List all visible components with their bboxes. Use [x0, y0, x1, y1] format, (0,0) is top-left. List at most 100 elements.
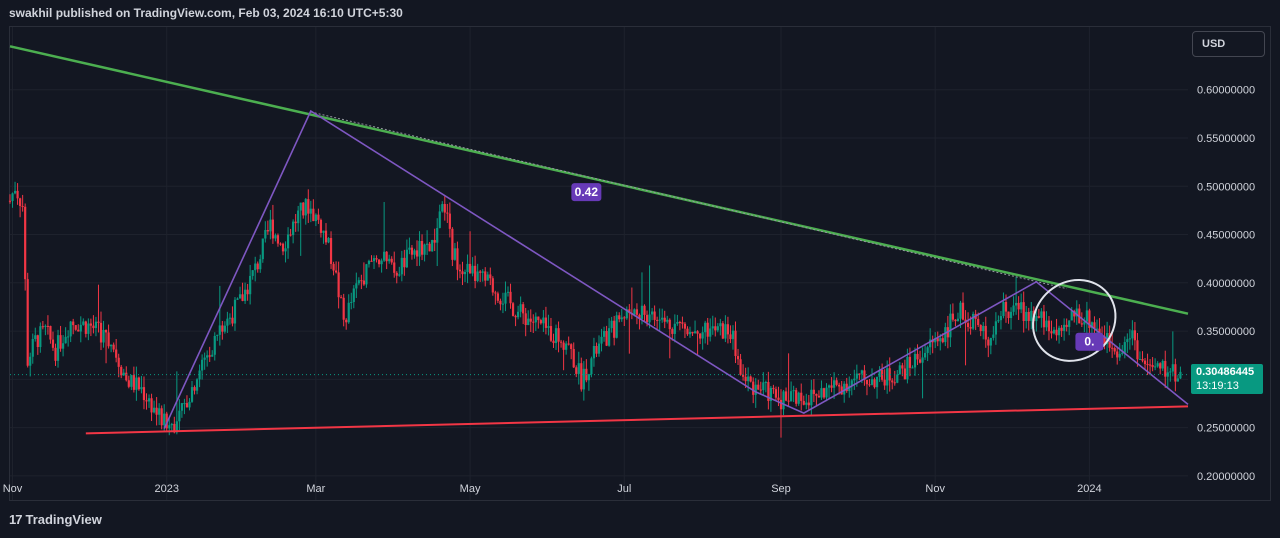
y-tick-label: 0.20000000 — [1197, 471, 1255, 483]
candle-body — [264, 230, 267, 239]
candle-body — [966, 323, 970, 328]
candle-body — [24, 206, 27, 280]
candle-body — [893, 382, 896, 384]
candle-body — [673, 323, 676, 334]
candle-body — [77, 329, 80, 332]
candle-body — [736, 356, 740, 360]
candle-body — [726, 324, 730, 335]
candle-body — [729, 334, 732, 340]
candle-body — [446, 212, 449, 214]
candle-body — [678, 321, 681, 323]
candle-body — [29, 356, 32, 366]
candle-body — [59, 335, 62, 349]
candle-body — [800, 392, 803, 401]
candle-body — [13, 190, 17, 194]
candle-body — [355, 283, 358, 289]
candle-body — [1042, 311, 1046, 328]
candle-body — [529, 318, 532, 322]
range-label-text: 0.42 — [575, 185, 599, 199]
candle-body — [802, 400, 805, 405]
candle-body — [929, 339, 932, 348]
candle-body — [274, 235, 277, 239]
range-label — [571, 183, 602, 202]
chart-frame[interactable] — [9, 26, 1271, 501]
candle-body — [69, 321, 72, 337]
candle-body — [431, 240, 434, 252]
candle-body — [1148, 364, 1152, 366]
candle-body — [633, 309, 636, 315]
y-tick-label: 0.35000000 — [1197, 326, 1255, 338]
candle-body — [453, 248, 457, 260]
tradingview-logo[interactable]: 17 TradingView — [9, 512, 102, 527]
candle-body — [757, 384, 760, 390]
candle-body — [269, 219, 272, 232]
candle-body — [1131, 330, 1134, 339]
candle-body — [304, 199, 307, 216]
candle-body — [130, 375, 133, 387]
candle-body — [471, 265, 474, 274]
candle-body — [982, 325, 985, 332]
candle-body — [322, 230, 325, 233]
candle-body — [494, 292, 497, 294]
candle-body — [734, 330, 737, 357]
candle-body — [319, 219, 323, 233]
candle-body — [1015, 302, 1018, 306]
candle-body — [238, 294, 242, 299]
candle-body — [949, 313, 952, 338]
candle-body — [456, 248, 459, 270]
candle-body — [420, 240, 424, 255]
candle-body — [994, 321, 997, 335]
candle-body — [137, 377, 141, 390]
candle-body — [195, 379, 199, 391]
candle-body — [613, 320, 616, 338]
candle-body — [284, 248, 287, 252]
candle-body — [289, 234, 292, 236]
candle-body — [863, 370, 866, 380]
candle-body — [944, 327, 947, 343]
candle-body — [795, 390, 798, 404]
candle-body — [89, 323, 92, 326]
candle-body — [185, 403, 189, 408]
candle-body — [542, 317, 545, 324]
candle-body — [1075, 308, 1078, 317]
candle-body — [977, 318, 980, 326]
candle-body — [858, 373, 861, 375]
candle-body — [888, 368, 891, 381]
candle-body — [41, 326, 44, 328]
candle-body — [345, 319, 348, 323]
candle-body — [1161, 360, 1164, 369]
candle-body — [463, 271, 467, 275]
candle-body — [1030, 310, 1033, 321]
candle-body — [850, 380, 853, 386]
candle-body — [506, 291, 510, 293]
candle-body — [999, 316, 1003, 321]
candle-body — [206, 355, 209, 358]
candle-body — [314, 214, 317, 222]
candle-body — [145, 400, 148, 402]
currency-button[interactable]: USD — [1192, 31, 1265, 57]
candle-body — [385, 251, 388, 262]
candle-body — [1126, 339, 1129, 343]
candle-body — [309, 208, 312, 214]
last-price-tag: 0.30486445 13:19:13 — [1191, 364, 1263, 394]
candle-body — [951, 313, 955, 320]
candle-body — [752, 381, 755, 395]
candle-body — [838, 384, 841, 387]
candle-body — [787, 400, 790, 402]
candle-body — [886, 368, 889, 386]
candle-body — [481, 271, 484, 273]
candle-body — [832, 380, 836, 388]
candle-body — [155, 407, 158, 415]
candle-body — [259, 259, 262, 270]
candle-body — [19, 198, 22, 207]
candle-body — [112, 344, 115, 350]
bar-countdown: 13:19:13 — [1196, 380, 1239, 392]
axes-layer: 0.60000000 0.55000000 0.50000000 0.45000000… — [3, 85, 1255, 495]
candle-body — [1055, 329, 1058, 336]
candle-body — [959, 302, 962, 319]
candle-body — [1052, 329, 1056, 334]
candle-body — [557, 328, 560, 342]
candle-body — [997, 320, 1000, 322]
candle-body — [1020, 302, 1023, 310]
